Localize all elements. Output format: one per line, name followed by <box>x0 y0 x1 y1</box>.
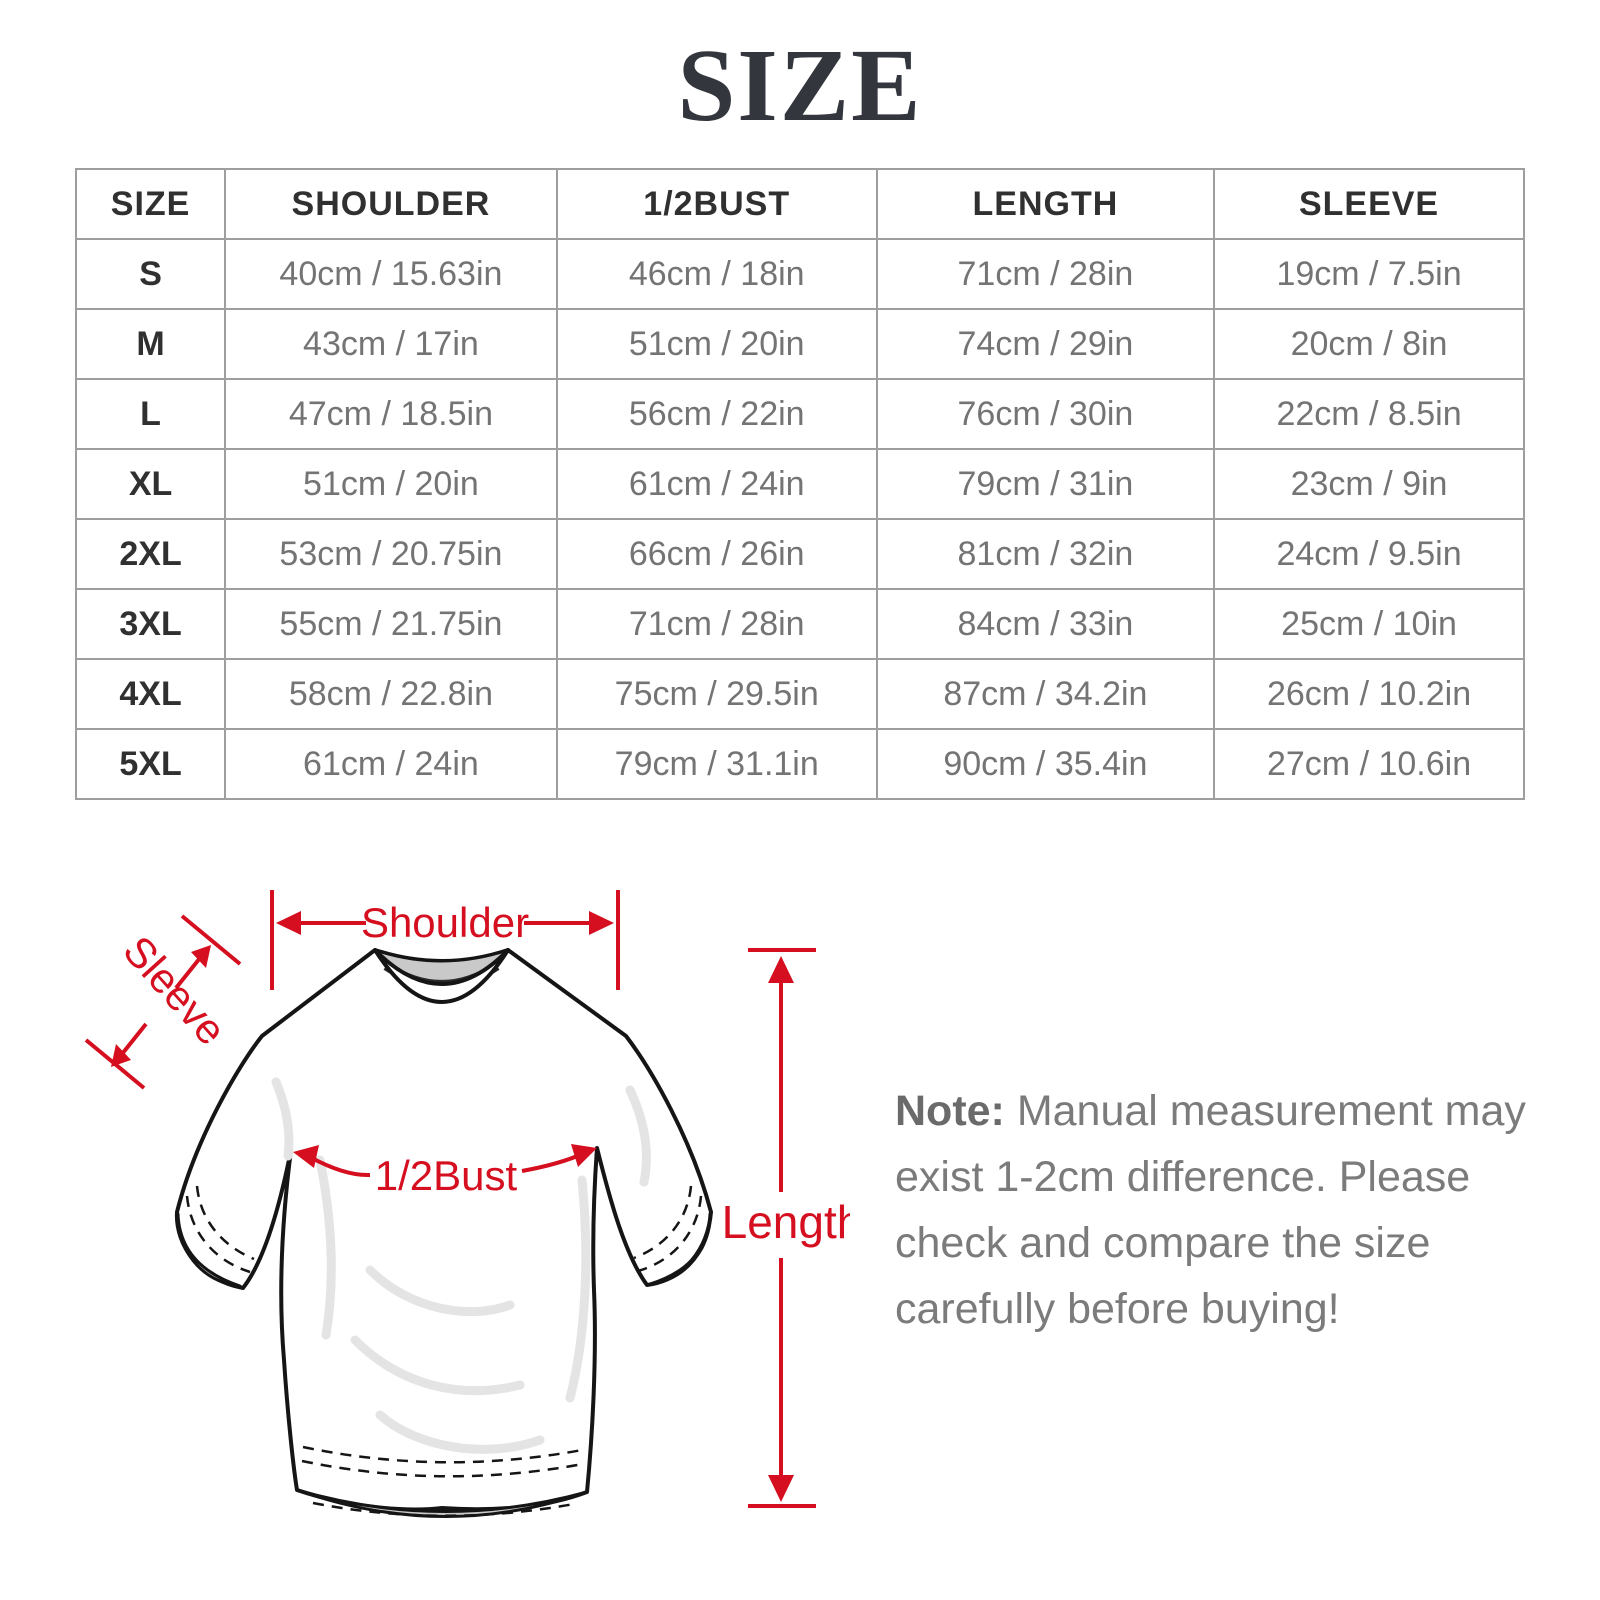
table-row-4xl: 4XL 58cm / 22.8in 75cm / 29.5in 87cm / 3… <box>74 658 1525 730</box>
length-value: 71cm / 28in <box>875 238 1216 310</box>
size-label: 2XL <box>74 518 227 590</box>
hem-stitch-row-2 <box>301 1459 584 1478</box>
shoulder-arrowhead-right <box>589 911 614 935</box>
table-row-xl: XL 51cm / 20in 61cm / 24in 79cm / 31in 2… <box>74 448 1525 520</box>
table-row-5xl: 5XL 61cm / 24in 79cm / 31.1in 90cm / 35.… <box>74 728 1525 800</box>
shoulder-value: 43cm / 17in <box>224 308 558 380</box>
wrinkle <box>375 1410 545 1454</box>
length-value: 90cm / 35.4in <box>875 728 1216 800</box>
table-row-s: S 40cm / 15.63in 46cm / 18in 71cm / 28in… <box>74 238 1525 310</box>
page-title: SIZE <box>677 28 923 143</box>
bust-annotation: 1/2Bust <box>293 1144 597 1199</box>
bust-label: 1/2Bust <box>375 1152 518 1199</box>
bust-value: 56cm / 22in <box>555 378 878 450</box>
header-sleeve: SLEEVE <box>1213 168 1525 240</box>
sleeve-annotation: Sleeve <box>84 914 242 1090</box>
sleeve-tick-upper <box>180 914 242 966</box>
length-annotation: Length <box>722 948 850 1508</box>
sleeve-value: 22cm / 8.5in <box>1213 378 1525 450</box>
table-row-3xl: 3XL 55cm / 21.75in 71cm / 28in 84cm / 33… <box>74 588 1525 660</box>
size-label: XL <box>74 448 227 520</box>
length-value: 79cm / 31in <box>875 448 1216 520</box>
length-value: 81cm / 32in <box>875 518 1216 590</box>
size-label: S <box>74 238 227 310</box>
tshirt-body <box>174 948 713 1512</box>
collar-front-band <box>373 948 510 1004</box>
left-cuff-stitch-2 <box>195 1185 255 1261</box>
length-value: 84cm / 33in <box>875 588 1216 660</box>
bust-arrowhead-right <box>571 1144 597 1167</box>
shoulder-annotation: Shoulder <box>270 890 620 990</box>
bust-value: 75cm / 29.5in <box>555 658 878 730</box>
shoulder-value: 58cm / 22.8in <box>224 658 558 730</box>
header-length: LENGTH <box>875 168 1216 240</box>
table-row-m: M 43cm / 17in 51cm / 20in 74cm / 29in 20… <box>74 308 1525 380</box>
wrinkle <box>625 1085 651 1187</box>
hem-stitch-row-3 <box>312 1501 575 1517</box>
tshirt-drawing <box>174 948 713 1518</box>
wrinkle <box>350 1335 525 1396</box>
left-cuff-stitch-1 <box>185 1195 251 1274</box>
wrinkle <box>565 1175 591 1403</box>
sleeve-value: 27cm / 10.6in <box>1213 728 1525 800</box>
header-size: SIZE <box>74 168 227 240</box>
shoulder-value: 40cm / 15.63in <box>224 238 558 310</box>
sleeve-value: 20cm / 8in <box>1213 308 1525 380</box>
length-arrowhead-top <box>768 956 794 983</box>
sleeve-value: 23cm / 9in <box>1213 448 1525 520</box>
bust-value: 66cm / 26in <box>555 518 878 590</box>
bust-value: 71cm / 28in <box>555 588 878 660</box>
size-label: 5XL <box>74 728 227 800</box>
header-shoulder: SHOULDER <box>224 168 558 240</box>
note-body: Manual measurement may exist 1-2cm diffe… <box>895 1087 1526 1333</box>
note-text: Note: Manual measurement may exist 1-2cm… <box>895 1078 1540 1342</box>
sleeve-value: 24cm / 9.5in <box>1213 518 1525 590</box>
size-table: SIZE SHOULDER 1/2BUST LENGTH SLEEVE S 40… <box>74 168 1525 800</box>
bust-value: 79cm / 31.1in <box>555 728 878 800</box>
size-label: M <box>74 308 227 380</box>
length-value: 76cm / 30in <box>875 378 1216 450</box>
header-bust: 1/2BUST <box>555 168 878 240</box>
right-cuff-stitch-1 <box>637 1195 703 1273</box>
shoulder-arrowhead-left <box>276 911 301 935</box>
length-value: 74cm / 29in <box>875 308 1216 380</box>
shoulder-value: 53cm / 20.75in <box>224 518 558 590</box>
shoulder-value: 55cm / 21.75in <box>224 588 558 660</box>
length-arrowhead-bottom <box>768 1475 794 1502</box>
bust-value: 61cm / 24in <box>555 448 878 520</box>
sleeve-value: 25cm / 10in <box>1213 588 1525 660</box>
wrinkle <box>365 1265 515 1317</box>
table-row-l: L 47cm / 18.5in 56cm / 22in 76cm / 30in … <box>74 378 1525 450</box>
table-header-row: SIZE SHOULDER 1/2BUST LENGTH SLEEVE <box>74 168 1525 240</box>
sleeve-arrowhead-lower <box>111 1044 131 1067</box>
shoulder-label: Shoulder <box>361 899 529 946</box>
sleeve-value: 19cm / 7.5in <box>1213 238 1525 310</box>
shoulder-value: 47cm / 18.5in <box>224 378 558 450</box>
length-label: Length <box>722 1196 850 1248</box>
sleeve-value: 26cm / 10.2in <box>1213 658 1525 730</box>
shoulder-value: 61cm / 24in <box>224 728 558 800</box>
hem-stitch-row-1 <box>302 1445 583 1464</box>
wrinkle <box>315 1155 336 1340</box>
table-row-2xl: 2XL 53cm / 20.75in 66cm / 26in 81cm / 32… <box>74 518 1525 590</box>
shoulder-value: 51cm / 20in <box>224 448 558 520</box>
size-label: 4XL <box>74 658 227 730</box>
bust-value: 51cm / 20in <box>555 308 878 380</box>
tshirt-illustration: Shoulder Sleeve 1/2Bust Length <box>84 890 850 1518</box>
left-cuff <box>176 1212 242 1288</box>
size-label: 3XL <box>74 588 227 660</box>
sleeve-arrowhead-upper <box>191 945 211 968</box>
bust-value: 46cm / 18in <box>555 238 878 310</box>
measurement-diagram: Shoulder Sleeve 1/2Bust Length <box>0 840 1600 1600</box>
bust-arrowhead-left <box>293 1145 319 1168</box>
right-cuff-stitch-2 <box>633 1185 693 1260</box>
note-prefix: Note: <box>895 1087 1005 1135</box>
wrinkle <box>271 1077 294 1161</box>
length-value: 87cm / 34.2in <box>875 658 1216 730</box>
right-cuff <box>648 1212 712 1286</box>
size-label: L <box>74 378 227 450</box>
